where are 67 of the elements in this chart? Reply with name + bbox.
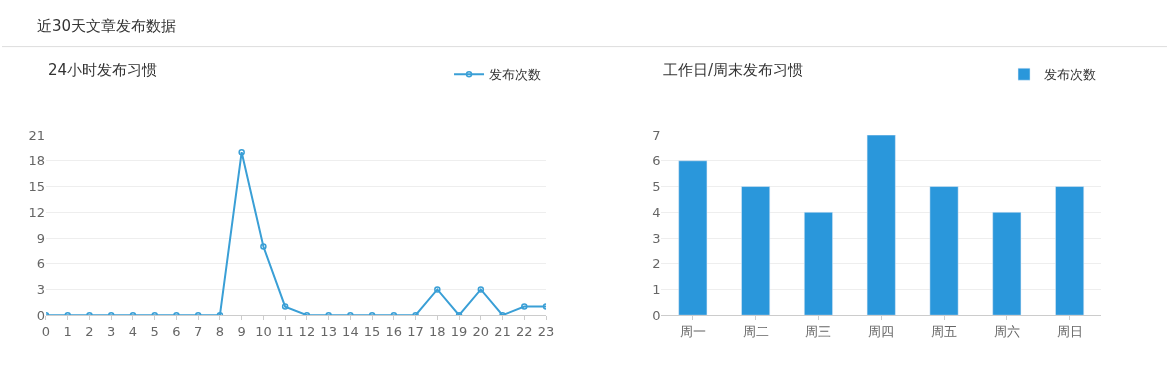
x-tick-label: 16 bbox=[385, 323, 403, 339]
point bbox=[64, 311, 71, 316]
x-tick-label: 周五 bbox=[931, 323, 958, 339]
x-tick-label: 19 bbox=[450, 323, 468, 339]
chart-title: 24小时发布习惯 bbox=[48, 61, 158, 79]
y-tick-label: 3 bbox=[36, 282, 45, 298]
legend-label: 发布次数 bbox=[1044, 67, 1097, 83]
x-tick-label: 9 bbox=[237, 323, 246, 339]
point bbox=[521, 303, 528, 310]
x-tick-label: 2 bbox=[85, 323, 94, 339]
x-tick-label: 6 bbox=[172, 323, 181, 339]
x-tick-label: 周日 bbox=[1056, 323, 1083, 339]
y-tick-label: 9 bbox=[36, 230, 45, 246]
x-tick-label: 周六 bbox=[993, 323, 1020, 339]
x-tick-label: 4 bbox=[128, 323, 138, 339]
x-tick-label: 周三 bbox=[805, 323, 832, 339]
point bbox=[151, 311, 158, 316]
point bbox=[86, 311, 93, 316]
y-tick-label: 0 bbox=[652, 307, 661, 323]
x-tick-label: 15 bbox=[363, 323, 381, 339]
point bbox=[260, 243, 267, 250]
y-tick-label: 18 bbox=[28, 153, 45, 169]
x-tick-label: 10 bbox=[255, 323, 272, 339]
x-tick-label: 7 bbox=[194, 323, 203, 339]
point bbox=[347, 311, 354, 316]
y-tick-label: 21 bbox=[28, 127, 45, 143]
y-tick-label: 0 bbox=[36, 307, 45, 323]
text: 近30天文章发布数据 bbox=[37, 17, 177, 35]
x-tick-label: 周四 bbox=[868, 323, 895, 339]
point bbox=[173, 311, 180, 316]
point bbox=[238, 148, 245, 156]
x-tick-label: 20 bbox=[472, 323, 490, 339]
legend-label: 发布次数 bbox=[489, 67, 542, 83]
point bbox=[325, 311, 332, 316]
x-tick-label: 18 bbox=[429, 323, 446, 339]
x-tick-label: 1 bbox=[63, 323, 72, 339]
x-tick-label: 17 bbox=[407, 323, 424, 339]
x-tick-label: 21 bbox=[494, 323, 511, 339]
y-tick-label: 1 bbox=[652, 282, 661, 298]
point bbox=[542, 303, 547, 310]
y-tick-label: 3 bbox=[652, 230, 661, 246]
x-tick-label: 22 bbox=[516, 323, 533, 339]
y-tick-label: 12 bbox=[28, 204, 45, 220]
point bbox=[477, 286, 485, 293]
y-tick-label: 4 bbox=[652, 204, 661, 220]
point bbox=[499, 311, 506, 316]
y-tick-label: 7 bbox=[652, 127, 661, 143]
x-tick-label: 5 bbox=[150, 323, 159, 339]
x-tick-label: 11 bbox=[276, 323, 294, 339]
point bbox=[412, 311, 419, 316]
x-tick-label: 周二 bbox=[742, 323, 769, 339]
y-tick-label: 5 bbox=[652, 179, 661, 195]
x-tick-label: 周一 bbox=[679, 323, 706, 339]
point bbox=[281, 303, 289, 310]
chart-title: 工作日/周末发布习惯 bbox=[663, 61, 804, 79]
y-tick-label: 6 bbox=[36, 256, 45, 272]
point bbox=[45, 311, 50, 316]
point bbox=[434, 286, 441, 293]
x-tick-label: 3 bbox=[107, 323, 116, 339]
x-tick-label: 8 bbox=[215, 323, 225, 339]
x-tick-label: 23 bbox=[537, 323, 555, 339]
y-tick-label: 2 bbox=[652, 256, 661, 272]
x-tick-label: 13 bbox=[320, 323, 337, 339]
y-tick-label: 15 bbox=[28, 179, 45, 195]
x-tick-label: 12 bbox=[298, 323, 316, 339]
x-tick-label: 14 bbox=[342, 323, 359, 339]
y-tick-label: 6 bbox=[652, 153, 661, 169]
